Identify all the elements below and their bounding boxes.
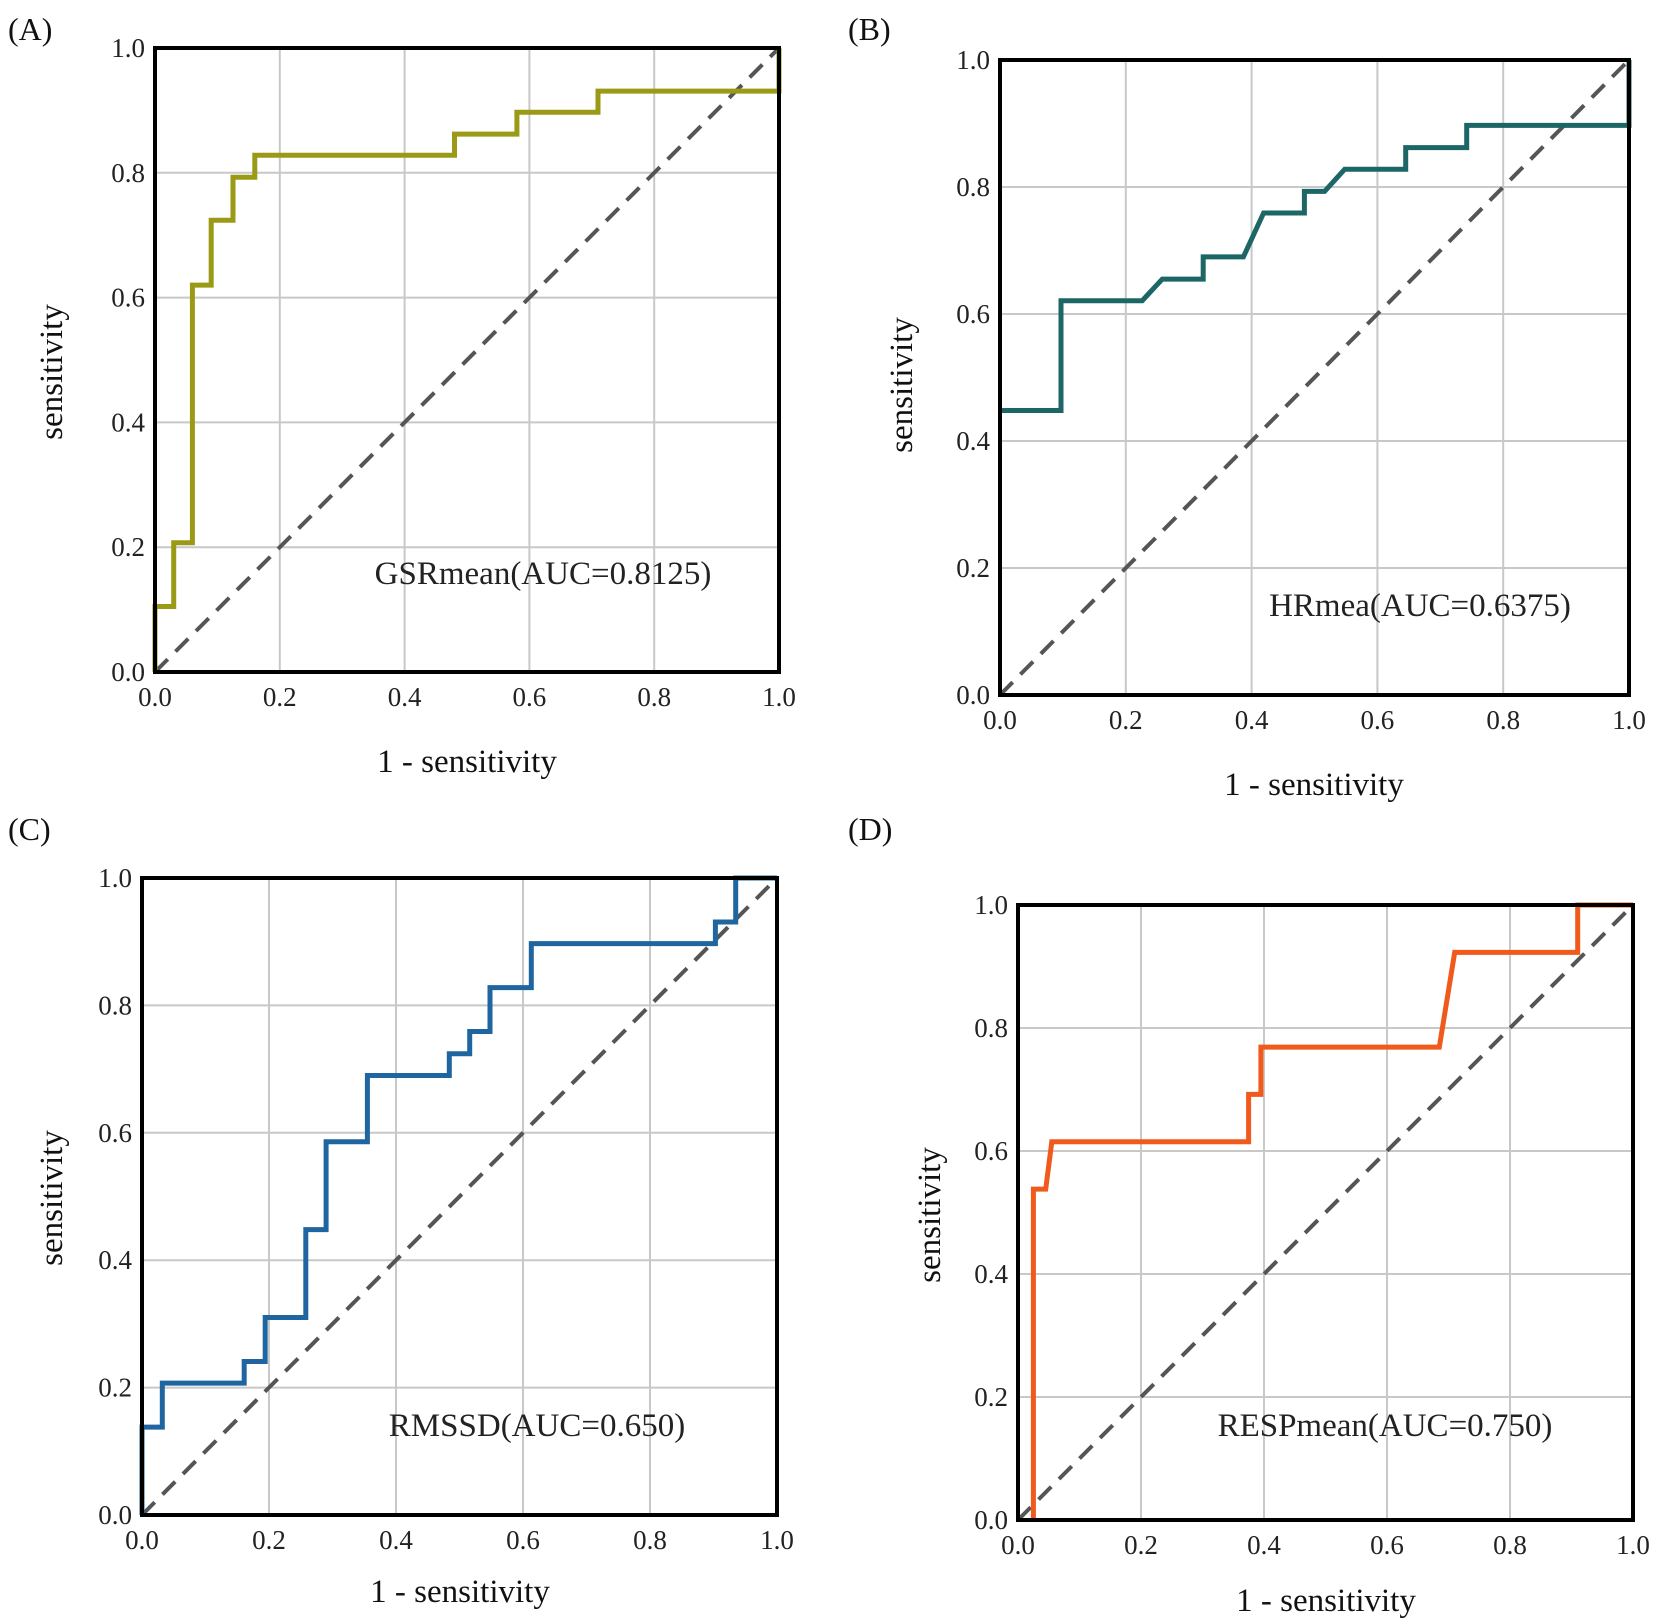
reference-diagonal-line	[140, 876, 779, 1517]
y-tick-label: 0.8	[974, 1013, 1008, 1043]
x-tick-label: 0.2	[263, 682, 297, 712]
x-tick-label: 0.0	[138, 682, 172, 712]
x-tick-label: 0.4	[1247, 1530, 1281, 1560]
x-tick-label: 0.2	[1124, 1530, 1158, 1560]
y-tick-label: 0.2	[974, 1382, 1008, 1412]
y-tick-label: 0.8	[98, 990, 132, 1020]
x-tick-label: 0.8	[1486, 705, 1520, 735]
y-tick-label: 0.6	[98, 1118, 132, 1148]
y-tick-label: 0.4	[956, 426, 990, 456]
x-tick-label: 1.0	[1616, 1530, 1650, 1560]
x-tick-label: 0.6	[513, 682, 547, 712]
y-tick-label: 0.8	[956, 172, 990, 202]
x-tick-label: 0.4	[388, 682, 422, 712]
x-tick-label: 0.8	[1493, 1530, 1527, 1560]
auc-annotation: GSRmean(AUC=0.8125)	[375, 556, 712, 592]
roc-curve-respmean	[1030, 902, 1633, 1520]
x-tick-label: 0.0	[125, 1525, 159, 1555]
x-tick-label: 0.2	[1109, 705, 1143, 735]
plot-frame	[1016, 903, 1635, 1522]
x-tick-label: 0.0	[983, 705, 1017, 735]
x-tick-label: 0.6	[506, 1525, 540, 1555]
panel-label: (C)	[8, 811, 51, 847]
y-axis-title: sensitivity	[34, 1130, 70, 1266]
y-tick-label: 0.2	[956, 553, 990, 583]
y-axis-title: sensitivity	[912, 1147, 948, 1283]
y-tick-label: 0.0	[974, 1505, 1008, 1535]
roc-curve-rmssd	[139, 875, 777, 1515]
y-tick-label: 1.0	[974, 890, 1008, 920]
panel-label: (A)	[8, 11, 52, 47]
y-tick-label: 0.6	[111, 283, 145, 313]
roc-panel-b: (B) 0.0 0.2 0.4 0.6 0.8 1.0 0.0 0.2 0.4 0.6 0.8 1.0 H…	[848, 11, 1646, 803]
y-tick-label: 0.0	[111, 657, 145, 687]
y-tick-label: 1.0	[956, 45, 990, 75]
reference-diagonal-line	[998, 58, 1631, 697]
plot-frame	[153, 46, 781, 674]
y-axis-title: sensitivity	[34, 304, 70, 440]
x-axis-title: 1 - sensitivity	[377, 744, 557, 780]
x-axis-title: 1 - sensitivity	[1224, 767, 1404, 803]
y-tick-label: 1.0	[98, 863, 132, 893]
x-axis-title: 1 - sensitivity	[1236, 1583, 1416, 1619]
x-tick-label: 1.0	[762, 682, 796, 712]
roc-panel-d: (D) 0.0 0.2 0.4 0.6 0.8 1.0 0.0 0.2 0.4 0.6 0.8 1.0 R…	[848, 811, 1650, 1619]
x-tick-label: 0.8	[637, 682, 671, 712]
y-tick-label: 1.0	[111, 33, 145, 63]
roc-curve-hrmea	[1000, 60, 1632, 413]
y-axis-title: sensitivity	[884, 317, 920, 453]
panel-label: (D)	[848, 811, 892, 847]
x-tick-label: 0.0	[1001, 1530, 1035, 1560]
x-axis-title: 1 - sensitivity	[370, 1574, 550, 1610]
x-tick-label: 1.0	[760, 1525, 794, 1555]
y-tick-label: 0.2	[98, 1373, 132, 1403]
x-tick-label: 0.6	[1361, 705, 1395, 735]
y-tick-label: 0.4	[98, 1245, 132, 1275]
y-tick-label: 0.0	[98, 1500, 132, 1530]
y-tick-label: 0.0	[956, 680, 990, 710]
roc-panel-a: (A) 0.0 0.2 0.4 0.6 0.8 1.0 0.0 0.2 0.4 0.6 0.8 1.0 G…	[8, 11, 796, 780]
y-tick-label: 0.4	[974, 1259, 1008, 1289]
roc-panel-c: (C) 0.0 0.2 0.4 0.6 0.8 1.0 0.0 0.2 0.4 0.6 0.8 1.0 R…	[8, 811, 794, 1610]
y-tick-label: 0.6	[956, 299, 990, 329]
plot-frame	[998, 58, 1631, 697]
x-tick-label: 0.8	[633, 1525, 667, 1555]
x-tick-label: 0.4	[379, 1525, 413, 1555]
x-tick-label: 1.0	[1612, 705, 1646, 735]
auc-annotation: RESPmean(AUC=0.750)	[1218, 1408, 1553, 1444]
y-tick-label: 0.2	[111, 532, 145, 562]
x-tick-label: 0.6	[1370, 1530, 1404, 1560]
y-tick-label: 0.8	[111, 158, 145, 188]
x-tick-label: 0.2	[252, 1525, 286, 1555]
y-tick-label: 0.4	[111, 407, 145, 437]
y-tick-label: 0.6	[974, 1136, 1008, 1166]
roc-curve-gsrmean	[152, 48, 782, 672]
auc-annotation: HRmea(AUC=0.6375)	[1269, 588, 1571, 624]
x-tick-label: 0.4	[1235, 705, 1269, 735]
plot-frame	[140, 876, 779, 1517]
panel-label: (B)	[848, 11, 891, 47]
auc-annotation: RMSSD(AUC=0.650)	[389, 1408, 685, 1444]
reference-diagonal-line	[153, 46, 781, 674]
